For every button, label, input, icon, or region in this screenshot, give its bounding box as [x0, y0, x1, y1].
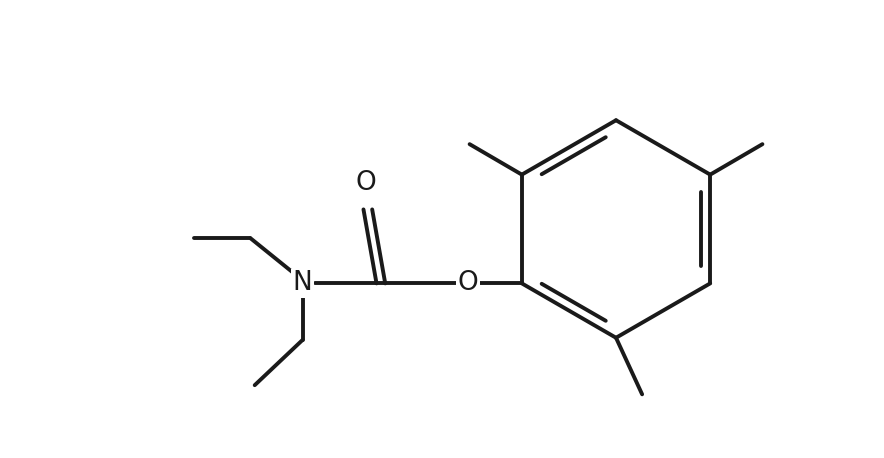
Text: N: N	[293, 270, 312, 296]
Text: O: O	[458, 270, 478, 296]
Text: O: O	[355, 170, 377, 196]
